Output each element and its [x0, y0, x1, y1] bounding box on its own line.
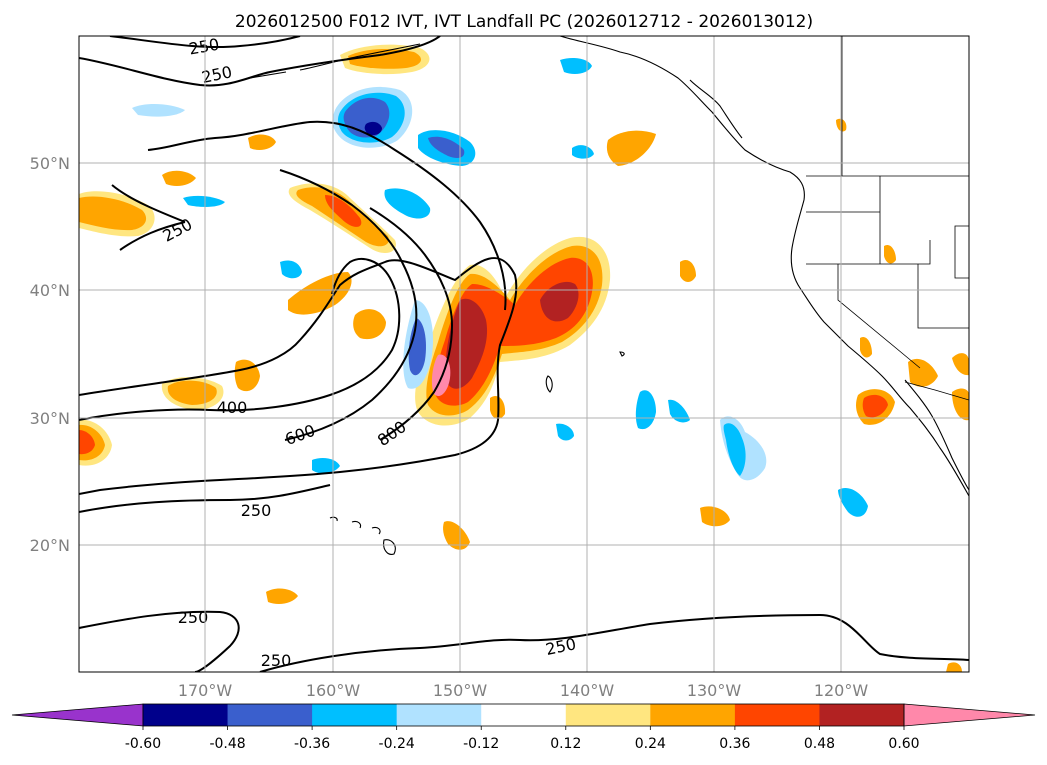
pc-positive-nw-band-red	[325, 195, 362, 227]
pc-positive-ar-darkred	[445, 281, 579, 389]
pc-negative-goa2-blue	[428, 136, 465, 158]
colorbar-segment	[143, 704, 229, 726]
colorbar-segment	[227, 704, 313, 726]
colorbar-extend-low	[11, 703, 144, 727]
pc-positive-bering-orange	[348, 48, 421, 69]
ivt-contours	[79, 36, 969, 672]
pc-positive-blob6	[162, 170, 196, 186]
colorbar-frame	[142, 703, 905, 727]
small-islands	[545, 351, 625, 393]
colorbar-tick-label: -0.60	[125, 736, 161, 752]
colorbar-tick-label: 0.12	[550, 736, 581, 752]
pc-negative-ar-blue	[408, 318, 426, 376]
lon-label: 120°W	[814, 681, 869, 700]
pc-positive-blob7	[680, 259, 696, 282]
pc-positive-west1-orange	[79, 196, 147, 231]
pc-positive-blob9	[908, 358, 938, 387]
pc-positive-blob14	[266, 588, 298, 604]
pc-negative-east1-sky	[723, 423, 746, 476]
map-title: 2026012500 F012 IVT, IVT Landfall PC (20…	[235, 12, 813, 32]
pc-negative-east5	[556, 423, 574, 441]
contour-250-top	[79, 36, 441, 87]
pc-negative-mid	[384, 188, 431, 219]
lon-label: 170°W	[178, 681, 233, 700]
contour-label: 250	[261, 651, 292, 670]
colorbar-segment	[565, 704, 651, 726]
boundaries	[806, 36, 969, 401]
colorbar: -0.60 -0.48 -0.36 -0.24 -0.12 0.12 0.24 0.36 0.4…	[11, 703, 1036, 752]
contour-800	[369, 207, 454, 441]
lat-labels: 50°N 40°N 30°N 20°N	[30, 154, 70, 555]
lat-label: 20°N	[30, 536, 70, 555]
pc-positive-blob12	[700, 506, 730, 527]
us-mexico-border	[904, 381, 969, 401]
pc-positive-blob16	[884, 244, 896, 264]
colorbar-segment	[312, 704, 398, 726]
lat-label: 40°N	[30, 281, 70, 300]
pc-negative-goa-navy	[364, 121, 382, 136]
pc-positive-blob8-red	[862, 394, 888, 418]
colorbar-tick-label: -0.12	[463, 736, 499, 752]
contour-label: 250	[178, 608, 209, 627]
pc-negative-small2	[183, 195, 225, 207]
colorbar-tick-label: 0.60	[888, 736, 919, 752]
contour-label: 250	[241, 501, 272, 520]
colorbar-tick-label: -0.36	[294, 736, 330, 752]
pc-positive-blob17	[860, 336, 872, 358]
contour-250-bottom	[79, 610, 240, 672]
contour-400	[79, 258, 401, 421]
map-content: 250 250 250 400 600 800 250 250 250 250	[79, 35, 969, 672]
lat-label: 50°N	[30, 154, 70, 173]
gridlines	[79, 36, 969, 672]
pc-positive-blob4	[606, 130, 656, 166]
colorbar-segment	[819, 704, 905, 726]
pc-negative-small4	[560, 58, 592, 74]
lon-label: 130°W	[687, 681, 742, 700]
colorbar-tick-label: 0.24	[635, 736, 666, 752]
hawaii-islands	[329, 516, 396, 555]
north-america-coast	[559, 36, 969, 497]
contour-label: 250	[187, 35, 220, 59]
lon-labels: 170°W 160°W 150°W 140°W 130°W 120°W	[178, 681, 869, 700]
contour-250-lower	[79, 484, 331, 513]
pc-positive-blob10	[952, 353, 969, 376]
colorbar-segment	[481, 704, 567, 726]
contour-250-bottom2	[259, 613, 969, 672]
colorbar-segment	[734, 704, 820, 726]
coastlines	[249, 36, 969, 555]
pc-negative-east3	[668, 399, 690, 423]
lon-label: 150°W	[433, 681, 488, 700]
colorbar-segment	[396, 704, 482, 726]
colorbar-extend-high	[903, 703, 1036, 727]
pc-positive-blob5	[248, 134, 276, 150]
alaska-panhandle	[689, 79, 743, 139]
contour-250-main	[79, 257, 518, 495]
colorbar-tick-label: -0.24	[379, 736, 415, 752]
contour-250-top2	[109, 36, 301, 49]
lon-label: 140°W	[560, 681, 615, 700]
contour-label: 400	[217, 398, 248, 417]
lon-label: 160°W	[306, 681, 361, 700]
pc-negative-small3	[132, 104, 185, 117]
colorbar-segment	[650, 704, 736, 726]
state-lines	[806, 176, 969, 369]
pc-negative-small5	[572, 145, 594, 159]
colorbar-tick-label: 0.36	[719, 736, 750, 752]
map-frame	[78, 35, 970, 673]
baja-coast	[904, 379, 969, 491]
colorbar-tick-label: 0.48	[804, 736, 835, 752]
pc-negative-east2	[635, 390, 656, 430]
pc-negative-east4	[838, 487, 868, 517]
contour-250-west	[111, 184, 186, 251]
lat-label: 30°N	[30, 409, 70, 428]
pc-positive-west3-red	[79, 430, 95, 455]
colorbar-tick-label: -0.48	[209, 736, 245, 752]
contour-600	[279, 169, 418, 441]
contour-250-loop	[147, 120, 507, 311]
pc-negative-small1	[280, 260, 302, 279]
pc-positive-blob13	[443, 521, 470, 550]
pc-positive-blob2	[353, 309, 386, 340]
pc-positive-blob19	[946, 662, 962, 672]
